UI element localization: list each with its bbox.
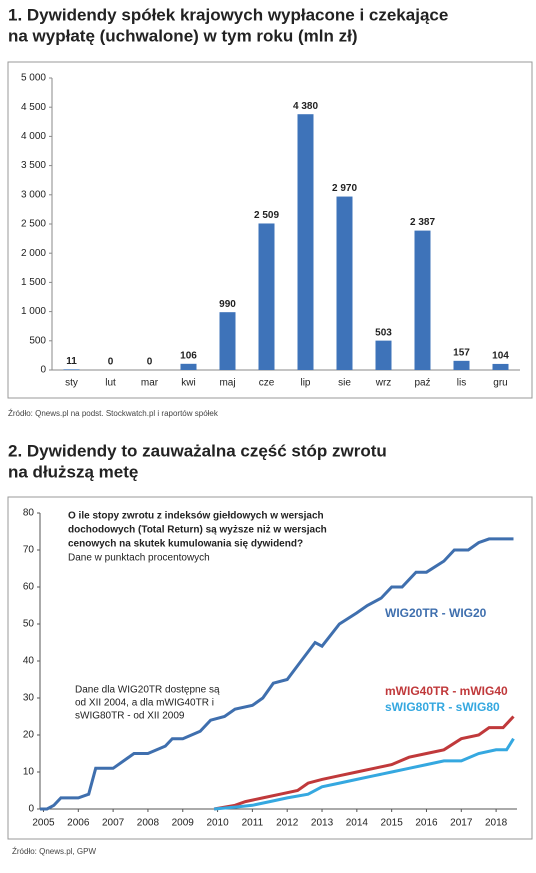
value-label: 4 380 <box>293 101 318 112</box>
y-tick-label: 2 500 <box>21 219 46 230</box>
bar <box>336 196 353 370</box>
annotation: O ile stopy zwrotu z indeksów giełdowych… <box>68 511 324 522</box>
chart-title: 2. Dywidendy to zauważalna część stóp zw… <box>8 441 387 460</box>
bar <box>375 340 392 370</box>
series-label: WIG20TR - WIG20 <box>385 606 487 620</box>
x-tick-label: mar <box>141 378 159 389</box>
value-label: 11 <box>66 356 77 367</box>
annotation: od XII 2004, a dla mWIG40TR i <box>75 698 214 709</box>
x-tick-label: kwi <box>181 378 195 389</box>
source: Źródło: Qnews.pl, GPW <box>12 847 96 856</box>
annotation: Dane dla WIG20TR dostępne są <box>75 685 220 696</box>
value-label: 2 509 <box>254 210 279 221</box>
x-tick-label: wrz <box>375 378 392 389</box>
y-tick-label: 0 <box>40 365 46 376</box>
bar <box>63 369 80 370</box>
bar <box>492 363 509 370</box>
x-tick-label: 2009 <box>172 818 195 829</box>
chart-title: 1. Dywidendy spółek krajowych wypłacone … <box>8 5 448 24</box>
y-tick-label: 20 <box>23 730 35 741</box>
chart-title: na dłuższą metę <box>8 462 138 481</box>
x-tick-label: lip <box>300 378 310 389</box>
y-tick-label: 70 <box>23 545 35 556</box>
y-tick-label: 5 000 <box>21 73 46 84</box>
annotation: cenowych na skutek kumulowania się dywid… <box>68 539 303 550</box>
x-tick-label: 2005 <box>32 818 55 829</box>
y-tick-label: 40 <box>23 656 35 667</box>
y-tick-label: 1 000 <box>21 306 46 317</box>
value-label: 2 970 <box>332 183 357 194</box>
bar <box>414 230 431 370</box>
chart-title: na wypłatę (uchwalone) w tym roku (mln z… <box>8 26 358 45</box>
annotation: Dane w punktach procentowych <box>68 553 210 564</box>
y-tick-label: 3 000 <box>21 189 46 200</box>
bar <box>258 223 275 370</box>
x-tick-label: 2017 <box>450 818 473 829</box>
series-label: sWIG80TR - sWIG80 <box>385 700 500 714</box>
x-tick-label: paź <box>414 378 430 389</box>
x-tick-label: 2012 <box>276 818 299 829</box>
chart-frame <box>7 61 533 399</box>
y-tick-label: 80 <box>23 508 35 519</box>
x-tick-label: 2006 <box>67 818 90 829</box>
value-label: 2 387 <box>410 217 435 228</box>
bar <box>297 114 314 370</box>
x-tick-label: 2016 <box>415 818 438 829</box>
x-tick-label: lut <box>105 378 116 389</box>
y-tick-label: 10 <box>23 767 35 778</box>
value-label: 503 <box>375 327 392 338</box>
y-tick-label: 2 000 <box>21 248 46 259</box>
x-tick-label: cze <box>259 378 275 389</box>
x-tick-label: 2011 <box>242 818 264 829</box>
line <box>213 737 515 811</box>
y-tick-label: 60 <box>23 582 35 593</box>
x-tick-label: 2013 <box>311 818 334 829</box>
x-tick-label: sie <box>338 378 351 389</box>
value-label: 157 <box>453 347 470 358</box>
y-tick-label: 0 <box>28 804 34 815</box>
x-tick-label: 2008 <box>137 818 160 829</box>
x-tick-label: 2007 <box>102 818 125 829</box>
y-tick-label: 50 <box>23 619 35 630</box>
value-label: 0 <box>108 357 114 368</box>
source: Źródło: Qnews.pl na podst. Stockwatch.pl… <box>8 409 219 418</box>
x-tick-label: sty <box>65 378 78 389</box>
y-tick-label: 500 <box>29 335 46 346</box>
value-label: 104 <box>492 351 509 362</box>
x-tick-label: 2010 <box>206 818 229 829</box>
x-tick-label: 2015 <box>381 818 404 829</box>
x-tick-label: gru <box>493 378 507 389</box>
bar <box>453 360 470 370</box>
value-label: 0 <box>147 357 153 368</box>
value-label: 106 <box>180 350 197 361</box>
annotation: sWIG80TR - od XII 2009 <box>75 711 185 722</box>
chart-frame <box>7 496 533 840</box>
y-tick-label: 4 000 <box>21 131 46 142</box>
bar <box>180 363 197 370</box>
x-tick-label: lis <box>457 378 466 389</box>
line <box>40 537 514 811</box>
x-tick-label: 2014 <box>346 818 369 829</box>
line <box>213 715 515 811</box>
y-tick-label: 1 500 <box>21 277 46 288</box>
bar <box>219 312 236 370</box>
x-tick-label: 2018 <box>485 818 508 829</box>
series-label: mWIG40TR - mWIG40 <box>385 684 508 698</box>
annotation: dochodowych (Total Return) są wyższe niż… <box>68 525 327 536</box>
y-tick-label: 4 500 <box>21 102 46 113</box>
x-tick-label: maj <box>219 378 235 389</box>
y-tick-label: 30 <box>23 693 35 704</box>
y-tick-label: 3 500 <box>21 160 46 171</box>
value-label: 990 <box>219 299 236 310</box>
